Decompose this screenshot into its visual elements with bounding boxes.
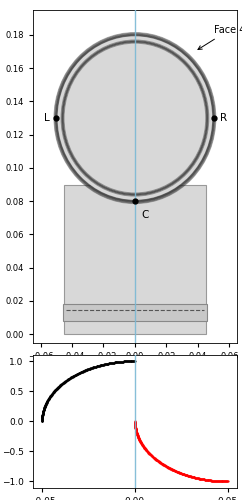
Circle shape — [57, 36, 213, 200]
Bar — [64, 184, 206, 334]
Bar — [63, 304, 207, 321]
Text: Face 4: Face 4 — [198, 25, 242, 50]
Text: L: L — [44, 113, 50, 123]
Text: R: R — [220, 113, 227, 123]
Text: C: C — [141, 210, 149, 220]
